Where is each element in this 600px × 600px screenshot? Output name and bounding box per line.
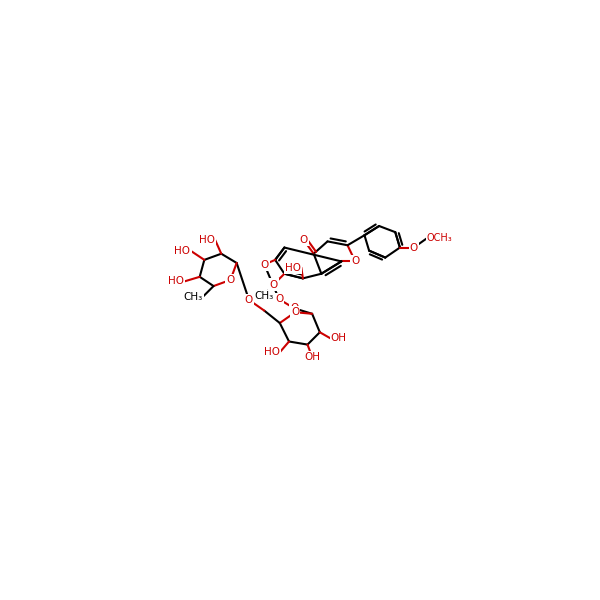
- Text: O: O: [275, 294, 283, 304]
- Text: OH: OH: [304, 352, 320, 362]
- Text: HO: HO: [175, 245, 190, 256]
- Text: O: O: [290, 304, 299, 313]
- Text: HO: HO: [168, 277, 184, 286]
- Text: O: O: [226, 275, 235, 285]
- Text: O: O: [269, 280, 278, 290]
- Text: HO: HO: [286, 263, 301, 272]
- Text: HO: HO: [199, 235, 215, 245]
- Text: HO: HO: [264, 347, 280, 357]
- Text: O: O: [260, 259, 269, 269]
- Text: O: O: [291, 307, 299, 317]
- Text: CH₃: CH₃: [184, 292, 203, 302]
- Text: O: O: [351, 256, 359, 266]
- Text: OCH₃: OCH₃: [427, 233, 452, 244]
- Text: OH: OH: [331, 334, 347, 343]
- Text: CH₃: CH₃: [254, 291, 273, 301]
- Text: O: O: [245, 295, 253, 305]
- Text: O: O: [410, 242, 418, 253]
- Text: O: O: [299, 235, 308, 245]
